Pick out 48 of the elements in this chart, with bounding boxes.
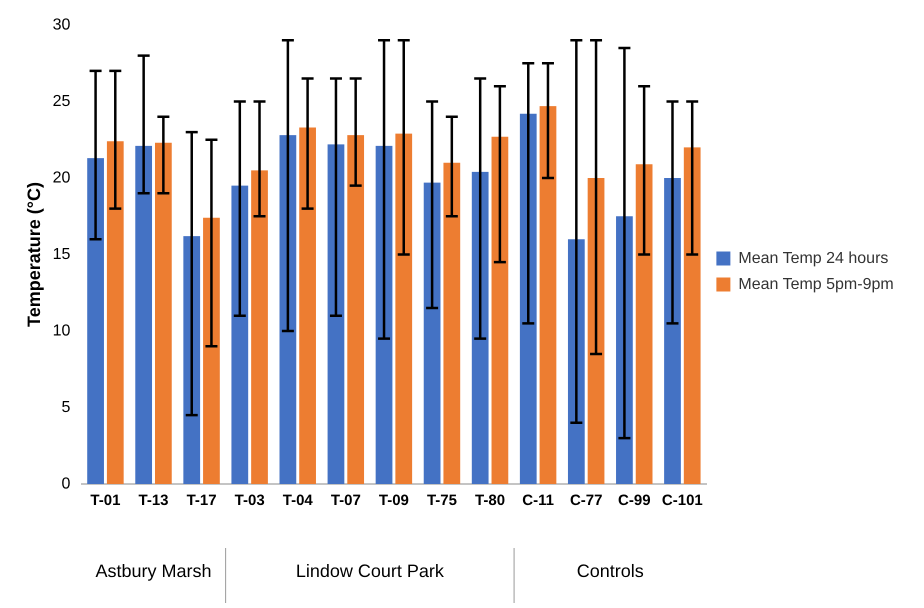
bar [684, 147, 701, 484]
x-tick-label: T-01 [90, 492, 120, 510]
x-tick-label: T-07 [330, 492, 361, 510]
y-tick-label: 30 [52, 16, 70, 34]
bar [280, 135, 296, 484]
bar [203, 218, 220, 484]
bar [135, 146, 152, 484]
y-tick-label: 5 [61, 398, 70, 416]
y-tick-label: 25 [52, 92, 70, 110]
y-tick-label: 15 [52, 246, 70, 263]
y-tick-label: 10 [52, 322, 70, 340]
x-tick-label: T-09 [378, 492, 409, 510]
x-tick-label: C-77 [570, 492, 602, 510]
bar [347, 135, 364, 484]
x-tick-label: T-17 [186, 492, 217, 510]
bar [251, 170, 268, 484]
y-axis-title: Temperature (°C) [24, 182, 44, 327]
bar [472, 172, 489, 484]
bar [87, 158, 104, 484]
y-tick-label: 20 [52, 169, 70, 186]
bar [106, 141, 124, 484]
x-tick-label: T-75 [426, 492, 457, 510]
text: Lindow Court Park [296, 560, 445, 581]
bar [299, 128, 316, 484]
bar [492, 136, 508, 484]
bar [376, 146, 392, 484]
text: Astbury Marsh [95, 560, 212, 581]
bar [664, 178, 681, 484]
x-tick-label: T-13 [138, 492, 169, 510]
bar [328, 144, 344, 484]
y-tick-label: 0 [61, 475, 70, 492]
bar [636, 164, 652, 484]
text: Controls [576, 560, 644, 581]
x-tick-label: C-101 [662, 492, 703, 510]
x-tick-label: T-03 [234, 492, 265, 510]
legend-label: Mean Temp 5pm-9pm [738, 276, 894, 293]
bar [424, 182, 440, 484]
x-tick-label: C-99 [618, 492, 651, 510]
x-tick-label: T-80 [475, 492, 506, 510]
x-tick-label: C-11 [522, 492, 554, 510]
bar [231, 186, 248, 484]
bar [588, 178, 604, 484]
bar [443, 162, 460, 484]
x-tick-label: T-04 [282, 492, 314, 510]
legend-label: Mean Temp 24 hours [738, 250, 888, 267]
bar [395, 134, 412, 484]
bar [540, 106, 556, 484]
bar [154, 142, 172, 484]
